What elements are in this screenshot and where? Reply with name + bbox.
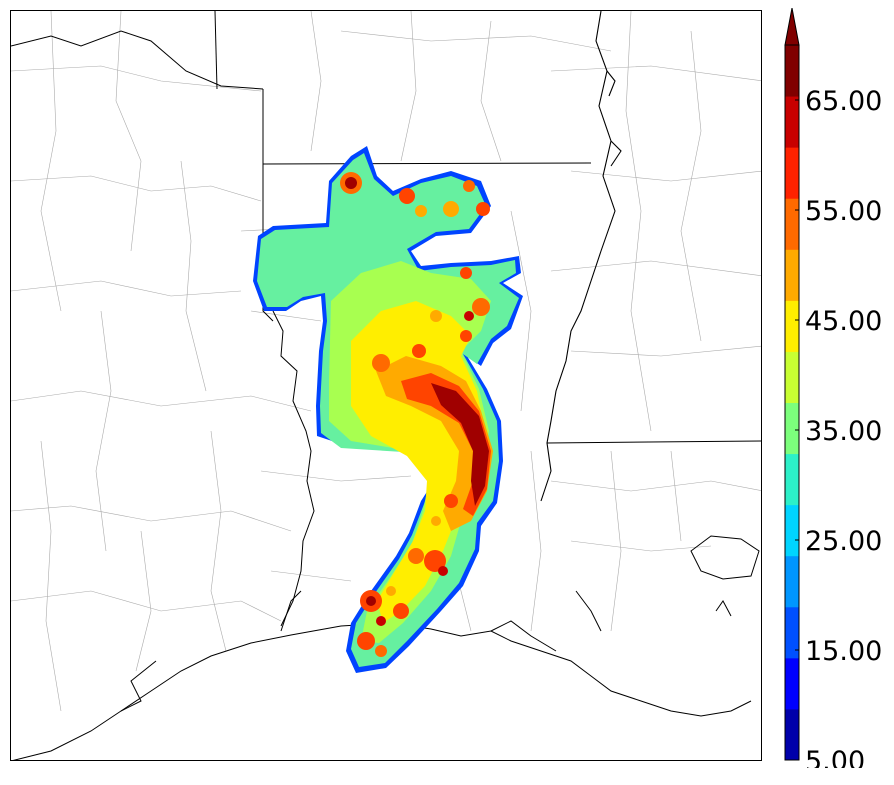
colorbar-outline [784,44,800,761]
colorbar-segment [785,96,799,148]
colorbar-segment [785,657,799,710]
colorbar-tick-label: 65.00 [805,86,882,117]
colorbar-segment [785,300,799,352]
map-svg [11,11,761,760]
colorbar-segment [785,198,799,250]
state-borders [11,11,761,444]
colorbar-extend-arrow [784,7,800,46]
storm-reflectivity [253,146,523,673]
colorbar-segment [785,147,799,199]
sabine-river [272,310,315,627]
colorbar-segment [785,708,799,761]
colorbar-segment [785,555,799,608]
colorbar-segment [785,504,799,557]
mississippi-river [540,11,622,502]
colorbar: 5.00 15.00 25.00 35.00 45.00 55.00 65.00 [783,7,894,777]
colorbar-segment [785,453,799,506]
storm-cells [340,172,490,657]
colorbar-svg: 5.00 15.00 25.00 35.00 45.00 55.00 65.00 [784,7,882,777]
colorbar-segment [785,45,799,97]
colorbar-labels: 5.00 15.00 25.00 35.00 45.00 55.00 65.00 [795,86,882,777]
colorbar-tick-label: 15.00 [805,636,882,667]
colorbar-segment [785,606,799,659]
colorbar-segment [785,402,799,455]
colorbar-tick-label: 25.00 [805,526,882,557]
colorbar-segment [785,351,799,403]
colorbar-tick-label: 35.00 [805,416,882,447]
colorbar-tick-label: 55.00 [805,196,882,227]
colorbar-tick-label: 45.00 [805,306,882,337]
map-panel [10,10,762,761]
colorbar-segments [784,7,800,761]
colorbar-segment [785,249,799,301]
county-borders [11,11,761,712]
colorbar-tick-label: 5.00 [805,746,865,768]
